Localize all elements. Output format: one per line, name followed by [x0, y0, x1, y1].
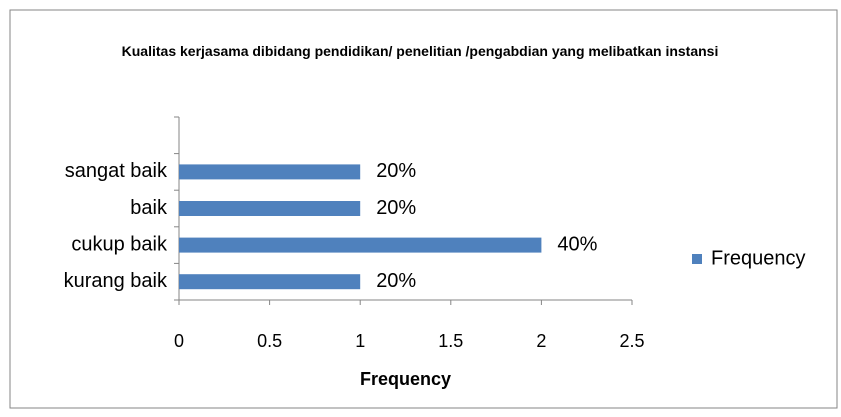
legend-label: Frequency	[711, 247, 806, 269]
y-tick-label: baik	[130, 197, 168, 219]
x-tick-label: 1.5	[438, 331, 463, 351]
y-tick-label: cukup baik	[71, 233, 168, 255]
chart-title: Kualitas kerjasama dibidang pendidikan/ …	[121, 43, 719, 59]
legend-swatch	[692, 254, 702, 264]
y-tick-label: sangat baik	[65, 160, 168, 182]
data-label: 20%	[376, 270, 416, 292]
x-tick-label: 2.5	[619, 331, 644, 351]
x-tick-label: 0.5	[257, 331, 282, 351]
data-label: 20%	[376, 197, 416, 219]
bar	[179, 237, 542, 253]
data-label: 40%	[557, 233, 597, 255]
bar	[179, 274, 361, 290]
bar	[179, 201, 361, 216]
data-label: 20%	[376, 160, 416, 182]
y-tick-label: kurang baik	[64, 270, 168, 292]
chart-border	[9, 9, 838, 409]
x-tick-label: 0	[174, 331, 184, 351]
x-axis-title: Frequency	[360, 369, 451, 389]
bar	[179, 164, 361, 180]
x-tick-label: 2	[536, 331, 546, 351]
x-tick-label: 1	[355, 331, 365, 351]
